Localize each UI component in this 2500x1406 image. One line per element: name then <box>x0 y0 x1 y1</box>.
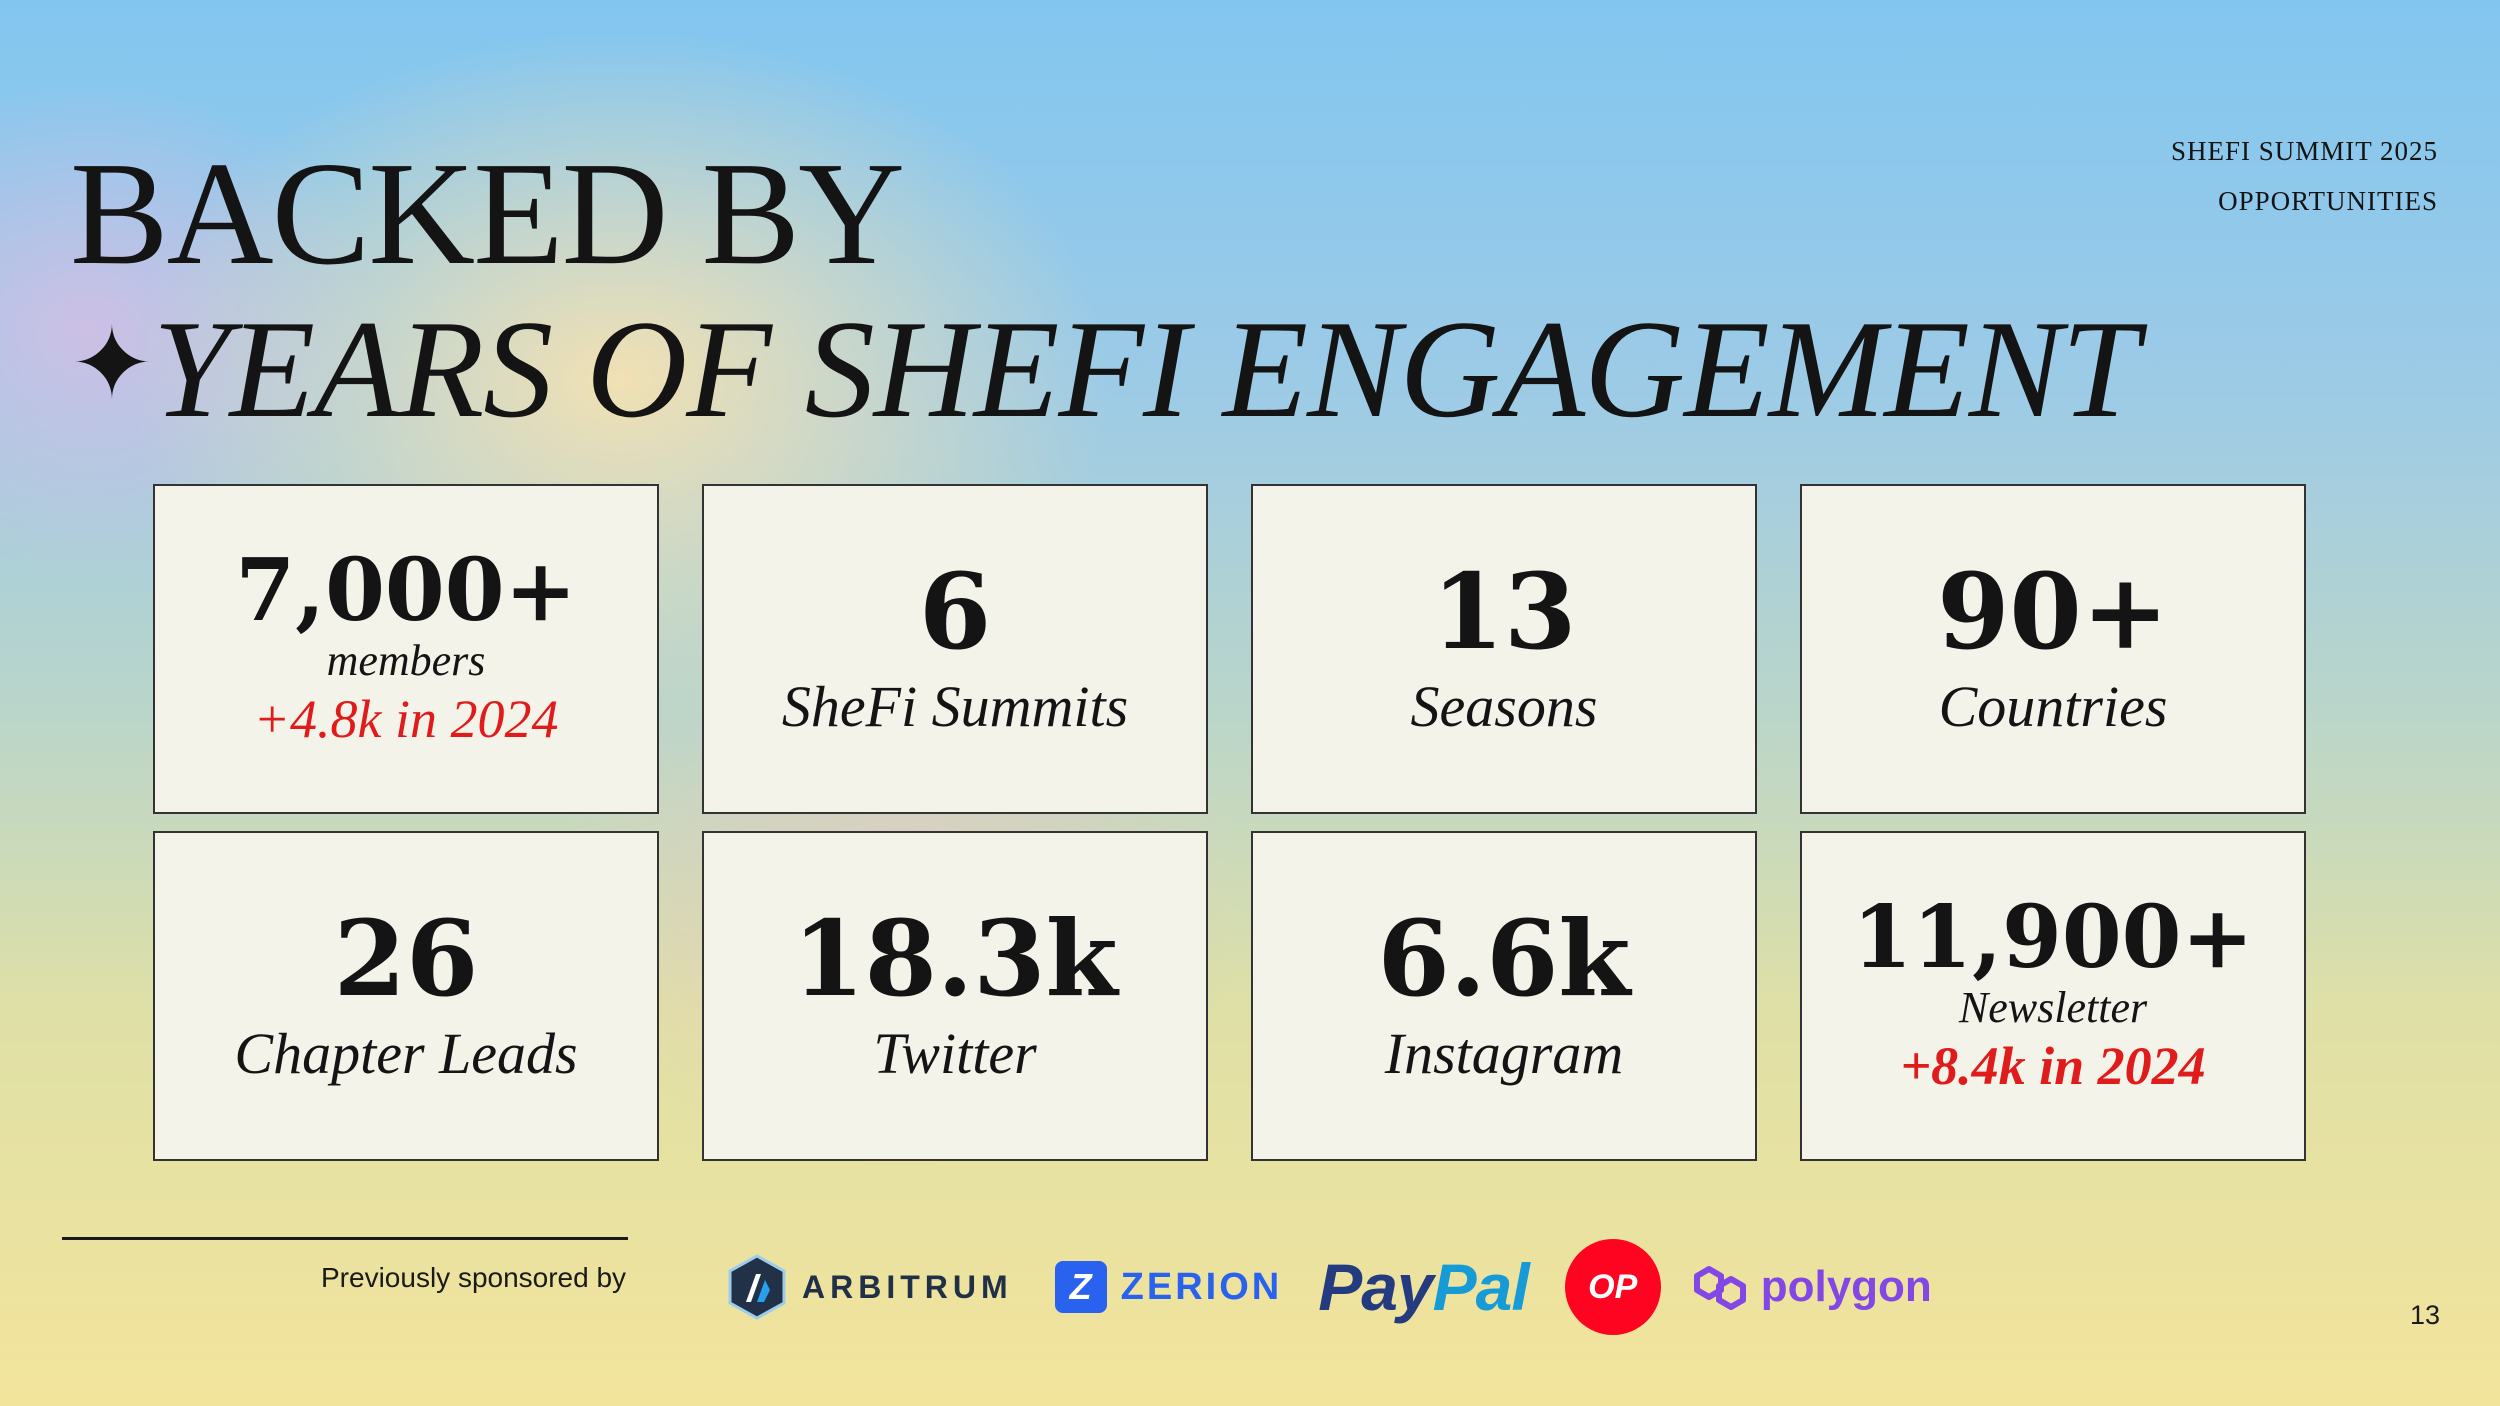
stat-card-newsletter: 11,900+ Newsletter +8.4k in 2024 <box>1800 831 2306 1161</box>
stat-value: 26 <box>333 897 479 1021</box>
stat-value: 13 <box>1431 550 1577 674</box>
stat-label: members <box>326 636 486 686</box>
stat-label: Twitter <box>873 1021 1037 1087</box>
stat-label: Newsletter <box>1958 983 2148 1033</box>
stats-grid: 7,000+ members +4.8k in 2024 6 SheFi Sum… <box>153 484 2306 1161</box>
sponsor-logos: ARBITRUM Z ZERION Pay Pal OP polygon <box>726 1232 1932 1342</box>
stat-label: SheFi Summits <box>781 674 1129 740</box>
stat-value: 6 <box>918 550 992 674</box>
title-line-2-text: YEARS OF SHEFI ENGAGEMENT <box>152 292 2139 447</box>
stat-card-twitter: 18.3k Twitter <box>702 831 1208 1161</box>
sponsor-name: ARBITRUM <box>802 1268 1013 1305</box>
stat-card-instagram: 6.6k Instagram <box>1251 831 1757 1161</box>
corner-event: SHEFI SUMMIT 2025 <box>2170 136 2438 166</box>
zerion-logo-icon: Z <box>1054 1261 1107 1313</box>
stat-card-chapter-leads: 26 Chapter Leads <box>153 831 659 1161</box>
stat-growth: +8.4k in 2024 <box>1900 1036 2206 1097</box>
footer-divider <box>62 1237 628 1240</box>
paypal-wordmark-part1: Pay <box>1318 1250 1433 1324</box>
title-line-2: ✦YEARS OF SHEFI ENGAGEMENT <box>70 300 2139 440</box>
stat-value: 18.3k <box>792 897 1118 1021</box>
stat-card-seasons: 13 Seasons <box>1251 484 1757 814</box>
corner-label: SHEFI SUMMIT 2025 OPPORTUNITIES <box>2171 126 2438 226</box>
sponsored-label: Previously sponsored by <box>321 1262 627 1293</box>
sponsor-polygon: polygon <box>1691 1259 1932 1315</box>
corner-section: OPPORTUNITIES <box>2218 186 2438 216</box>
stat-label: Countries <box>1938 674 2168 740</box>
sponsor-optimism: OP <box>1564 1239 1661 1335</box>
stat-value: 7,000+ <box>235 540 577 642</box>
sponsor-name: polygon <box>1760 1262 1932 1311</box>
title-line-1: BACKED BY <box>70 132 905 296</box>
stat-value: 90+ <box>1937 550 2169 674</box>
stat-label: Chapter Leads <box>234 1021 578 1087</box>
sparkle-icon: ✦ <box>70 309 154 420</box>
polygon-logo-icon <box>1693 1266 1746 1310</box>
sponsor-name: OP <box>1588 1267 1638 1306</box>
sponsor-name: ZERION <box>1120 1265 1283 1308</box>
stat-card-members: 7,000+ members +4.8k in 2024 <box>153 484 659 814</box>
paypal-wordmark-part2: Pal <box>1432 1250 1530 1324</box>
stat-card-countries: 90+ Countries <box>1800 484 2306 814</box>
stat-label: Seasons <box>1410 674 1598 740</box>
arbitrum-logo-icon <box>728 1254 786 1320</box>
page-number: 13 <box>2409 1300 2440 1330</box>
slide-title: BACKED BY ✦YEARS OF SHEFI ENGAGEMENT <box>70 132 2139 440</box>
optimism-logo-icon: OP <box>1564 1239 1661 1335</box>
sponsor-zerion: Z ZERION <box>1054 1261 1283 1313</box>
stat-value: 11,900+ <box>1852 887 2254 989</box>
stat-value: 6.6k <box>1377 897 1631 1021</box>
stat-card-summits: 6 SheFi Summits <box>702 484 1208 814</box>
stat-growth: +4.8k in 2024 <box>253 689 559 750</box>
sponsor-paypal: Pay Pal <box>1318 1249 1530 1325</box>
stat-label: Instagram <box>1384 1021 1624 1087</box>
sponsor-arbitrum: ARBITRUM <box>726 1254 1013 1320</box>
